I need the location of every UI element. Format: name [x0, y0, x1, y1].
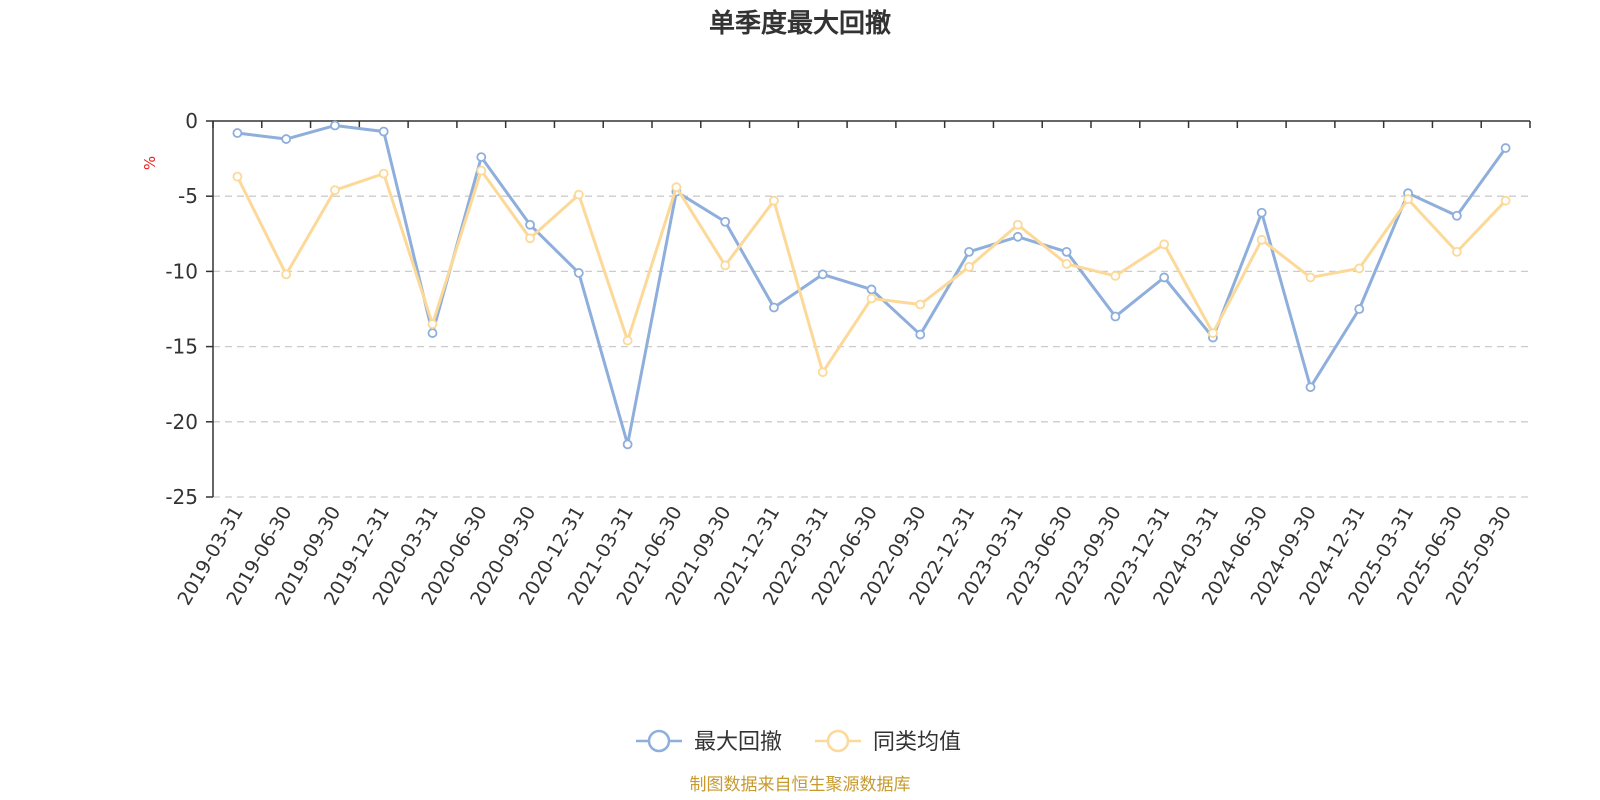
data-point[interactable]	[1500, 143, 1511, 153]
legend-marker-icon	[647, 729, 671, 753]
data-point[interactable]	[1354, 304, 1365, 314]
data-point[interactable]	[427, 328, 438, 338]
data-point[interactable]	[476, 152, 487, 162]
data-point[interactable]	[964, 246, 974, 257]
data-point[interactable]	[1110, 271, 1121, 281]
data-point[interactable]	[1451, 246, 1462, 257]
data-point[interactable]	[622, 335, 633, 346]
data-point[interactable]	[281, 269, 292, 280]
data-point[interactable]	[1256, 207, 1267, 218]
data-point[interactable]	[866, 293, 877, 304]
data-point[interactable]	[1305, 272, 1316, 283]
series-2	[232, 165, 1511, 378]
series-lines	[232, 120, 1511, 450]
data-point[interactable]	[281, 134, 292, 144]
data-point[interactable]	[476, 165, 487, 176]
y-tick-label: -10	[165, 259, 198, 283]
data-point[interactable]	[720, 260, 731, 271]
data-point[interactable]	[1061, 246, 1072, 257]
data-point[interactable]	[964, 261, 974, 272]
legend-marker-icon	[826, 729, 850, 753]
legend-label: 最大回撤	[694, 730, 782, 755]
grid-lines	[213, 195, 1530, 498]
data-point[interactable]	[915, 329, 926, 340]
legend[interactable]: 最大回撤 同类均值	[636, 729, 961, 755]
data-point[interactable]	[573, 268, 584, 278]
data-point[interactable]	[671, 182, 682, 193]
data-point[interactable]	[866, 284, 877, 295]
data-point[interactable]	[232, 171, 243, 182]
y-tick-label: -20	[165, 410, 198, 434]
data-point[interactable]	[1159, 239, 1170, 250]
data-point[interactable]	[1110, 311, 1121, 322]
data-point[interactable]	[1403, 194, 1413, 205]
y-tick-label: 0	[185, 109, 198, 133]
data-point[interactable]	[525, 233, 535, 244]
data-point[interactable]	[330, 120, 340, 131]
series-1	[232, 120, 1511, 450]
data-point[interactable]	[720, 216, 731, 227]
data-point[interactable]	[915, 299, 926, 310]
legend-item[interactable]: 同类均值	[815, 729, 961, 755]
data-point[interactable]	[1159, 272, 1170, 283]
y-tick-label: -25	[165, 485, 198, 509]
series-line	[236, 169, 1507, 374]
data-point[interactable]	[769, 302, 779, 313]
data-point[interactable]	[427, 319, 438, 329]
data-point[interactable]	[1012, 231, 1023, 242]
data-point[interactable]	[1061, 258, 1072, 269]
data-point[interactable]	[378, 168, 389, 179]
data-point[interactable]	[1451, 210, 1462, 221]
data-source-note: 制图数据来自恒生聚源数据库	[690, 775, 911, 795]
y-axis-unit: %	[141, 156, 159, 170]
data-point[interactable]	[1354, 263, 1365, 274]
data-point[interactable]	[1305, 382, 1316, 393]
chart-title: 单季度最大回撤	[709, 8, 891, 39]
data-point[interactable]	[1012, 219, 1023, 230]
data-point[interactable]	[573, 189, 584, 200]
data-point[interactable]	[1256, 234, 1267, 245]
data-point[interactable]	[817, 269, 828, 280]
data-point[interactable]	[330, 185, 340, 196]
y-tick-label: -15	[165, 335, 198, 359]
data-point[interactable]	[769, 195, 779, 206]
data-point[interactable]	[1500, 195, 1511, 206]
data-point[interactable]	[525, 219, 535, 230]
data-point[interactable]	[378, 126, 389, 137]
data-point[interactable]	[1208, 328, 1218, 338]
data-point[interactable]	[622, 439, 633, 450]
axes: 0-5-10-15-20-252019-03-312019-06-302019-…	[165, 109, 1531, 609]
legend-label: 同类均值	[873, 730, 961, 755]
y-tick-label: -5	[178, 184, 198, 208]
legend-item[interactable]: 最大回撤	[636, 729, 782, 755]
data-point[interactable]	[232, 128, 243, 138]
data-point[interactable]	[817, 367, 828, 378]
